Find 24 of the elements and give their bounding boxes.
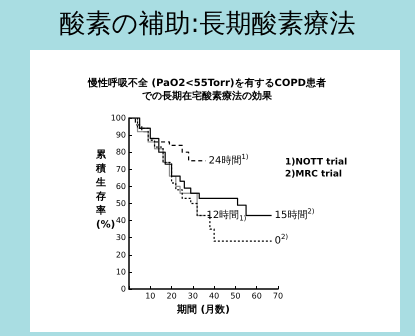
chart-title: 酸素の補助:長期酸素療法: [60, 9, 356, 39]
x-tick-label: 20: [166, 292, 177, 300]
x-tick-label: 70: [272, 292, 284, 300]
y-tick-label: 10: [116, 267, 126, 276]
y-tick-label: 50: [116, 199, 126, 208]
x-tick-label: 50: [230, 292, 241, 300]
chart-subtitle: 慢性呼吸不全 (PaO2<55Torr)を有するCOPD患者での長期在宅酸素療法の効果: [87, 77, 326, 102]
y-tick-label: 100: [110, 114, 126, 122]
x-axis-title: 期間 (月数): [176, 303, 230, 316]
x-tick-label: 30: [188, 292, 198, 300]
y-tick-label: 0: [120, 284, 126, 294]
y-tick-label: 30: [116, 233, 126, 242]
text: 2)MRC trial: [285, 170, 342, 180]
y-tick-label: 80: [116, 148, 126, 157]
x-tick-label: 10: [145, 292, 156, 300]
text: 1)NOTT trial: [285, 158, 348, 168]
x-tick-label: 60: [252, 292, 262, 300]
y-tick-label: 60: [116, 182, 126, 191]
x-tick-label: 40: [209, 292, 220, 300]
y-tick-label: 70: [116, 164, 126, 174]
y-tick-label: 90: [116, 130, 126, 140]
y-tick-label: 40: [116, 216, 126, 226]
y-axis-title: 累積生存率 (%): [95, 148, 116, 230]
y-tick-label: 20: [116, 250, 126, 260]
